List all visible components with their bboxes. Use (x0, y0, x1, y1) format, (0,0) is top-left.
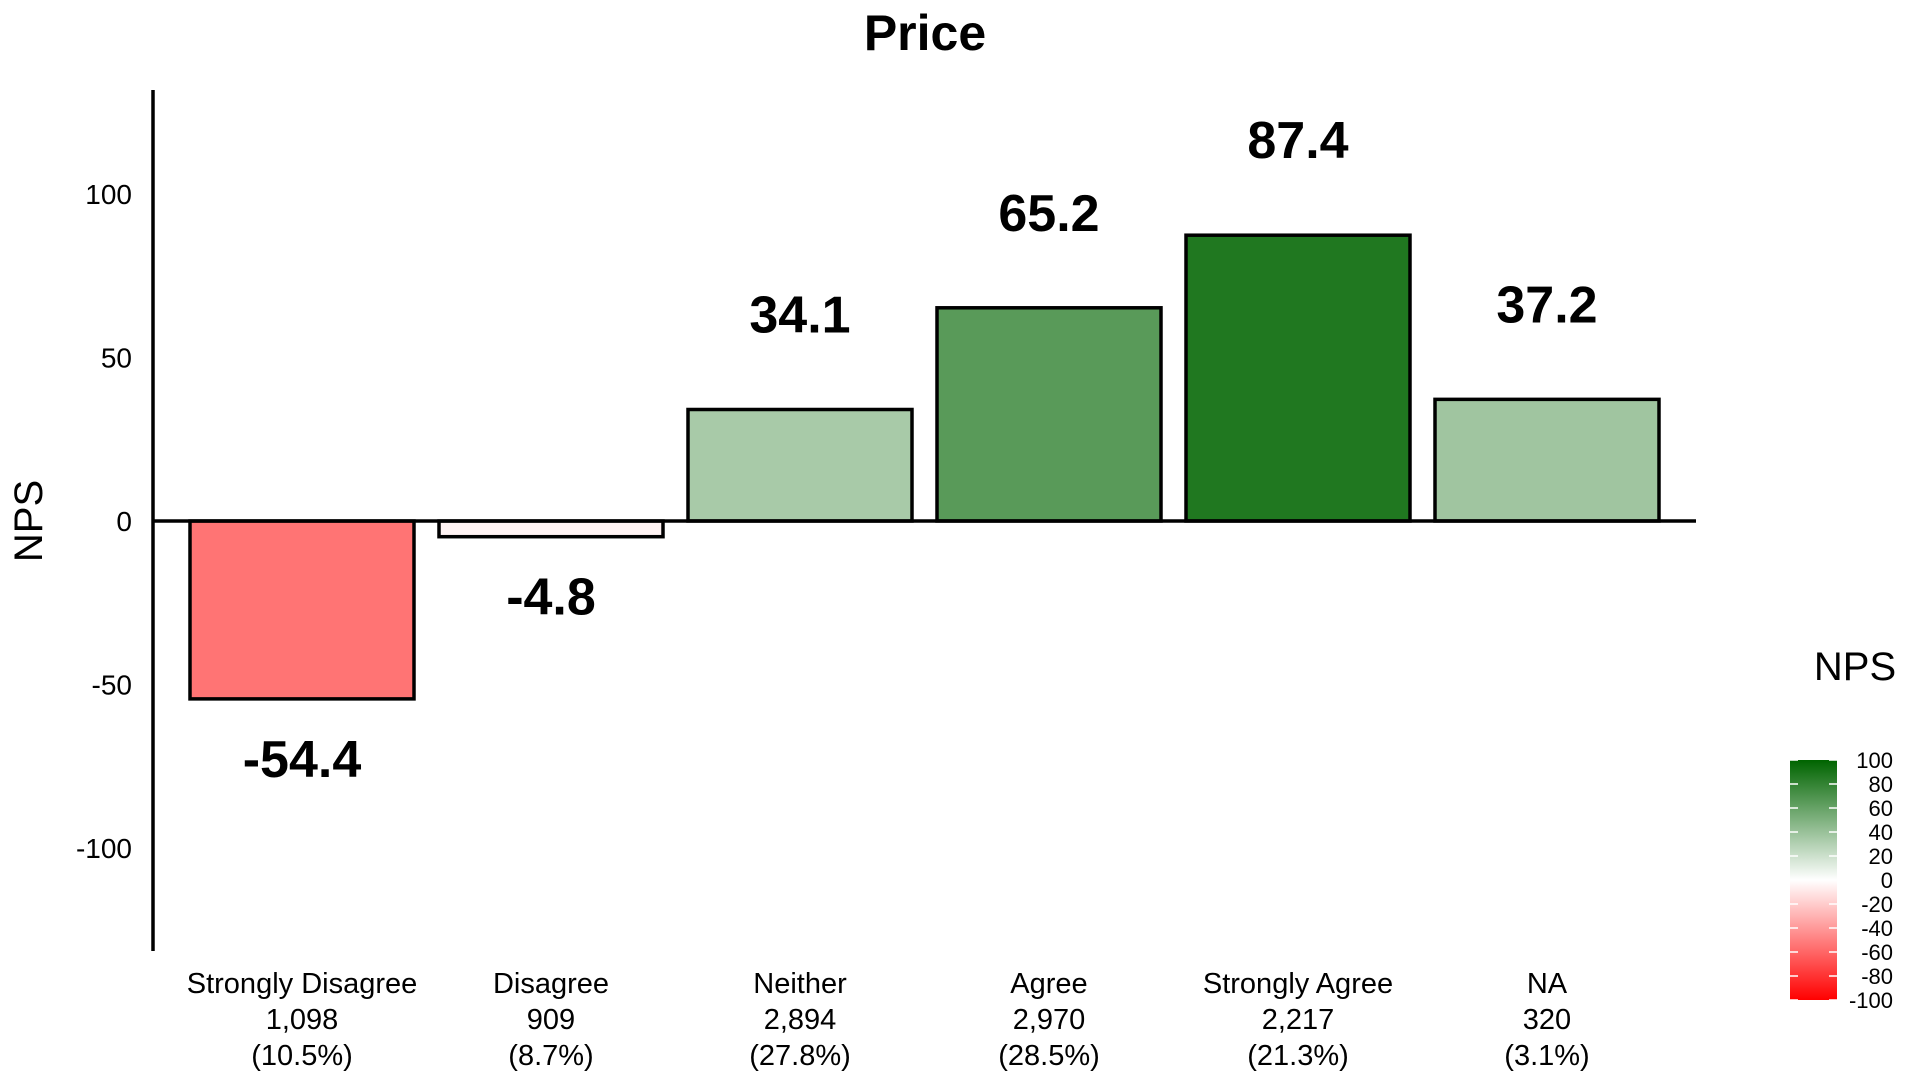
category-percent: (3.1%) (1504, 1040, 1589, 1072)
category-label: NA (1527, 968, 1568, 1000)
bar (188, 519, 416, 701)
category-label: Strongly Disagree (187, 968, 418, 1000)
bar (1184, 233, 1412, 523)
category-label: Neither (753, 968, 847, 1000)
bar-value-label: 87.4 (1247, 112, 1348, 170)
category-percent: (27.8%) (749, 1040, 851, 1072)
legend-tick-label: -60 (1861, 940, 1893, 965)
category-label: Strongly Agree (1203, 968, 1393, 1000)
bar (1433, 397, 1661, 523)
bars-group (188, 233, 1661, 701)
y-tick-label: -100 (76, 833, 132, 864)
category-label: Agree (1010, 968, 1087, 1000)
category-percent: (8.7%) (508, 1040, 593, 1072)
y-axis-ticks: -100 -50 0 50 100 (76, 179, 132, 864)
category-count: 1,098 (266, 1004, 339, 1036)
legend-tick-label: -40 (1861, 916, 1893, 941)
legend-tick-label: -80 (1861, 964, 1893, 989)
legend-title: NPS (1814, 645, 1896, 689)
legend-tick-label: 80 (1869, 772, 1893, 797)
y-axis-label: NPS (7, 480, 51, 562)
bar-value-label: 37.2 (1496, 276, 1597, 334)
category-count: 2,894 (764, 1004, 837, 1036)
bar (935, 306, 1163, 523)
category-count: 2,217 (1262, 1004, 1335, 1036)
bar-value-label: 34.1 (749, 286, 850, 344)
y-tick-label: 50 (101, 343, 132, 374)
legend-tick-label: -100 (1849, 988, 1893, 1013)
legend-tick-label: 100 (1856, 748, 1893, 773)
bar-value-label: -54.4 (243, 731, 362, 789)
y-tick-label: 100 (85, 179, 132, 210)
category-percent: (21.3%) (1247, 1040, 1349, 1072)
legend-tick-label: 60 (1869, 796, 1893, 821)
category-percent: (28.5%) (998, 1040, 1100, 1072)
legend-tick-label: 0 (1881, 868, 1893, 893)
y-tick-label: -50 (92, 670, 132, 701)
value-labels-group: -54.4 -4.8 34.1 65.2 87.4 37.2 (243, 112, 1598, 789)
legend-tick-label: 20 (1869, 844, 1893, 869)
category-count: 909 (527, 1004, 575, 1036)
legend-tick-label: -20 (1861, 892, 1893, 917)
bar-value-label: 65.2 (998, 185, 1099, 243)
y-tick-label: 0 (116, 506, 132, 537)
x-axis-labels: Strongly Disagree 1,098 (10.5%) Disagree 909… (187, 968, 1590, 1072)
legend-tick-label: 40 (1869, 820, 1893, 845)
category-label: Disagree (493, 968, 609, 1000)
bar (686, 407, 914, 523)
category-percent: (10.5%) (251, 1040, 353, 1072)
category-count: 2,970 (1013, 1004, 1086, 1036)
chart-title: Price (864, 5, 986, 61)
bar (437, 519, 665, 539)
bar-value-label: -4.8 (506, 569, 596, 627)
category-count: 320 (1523, 1004, 1571, 1036)
